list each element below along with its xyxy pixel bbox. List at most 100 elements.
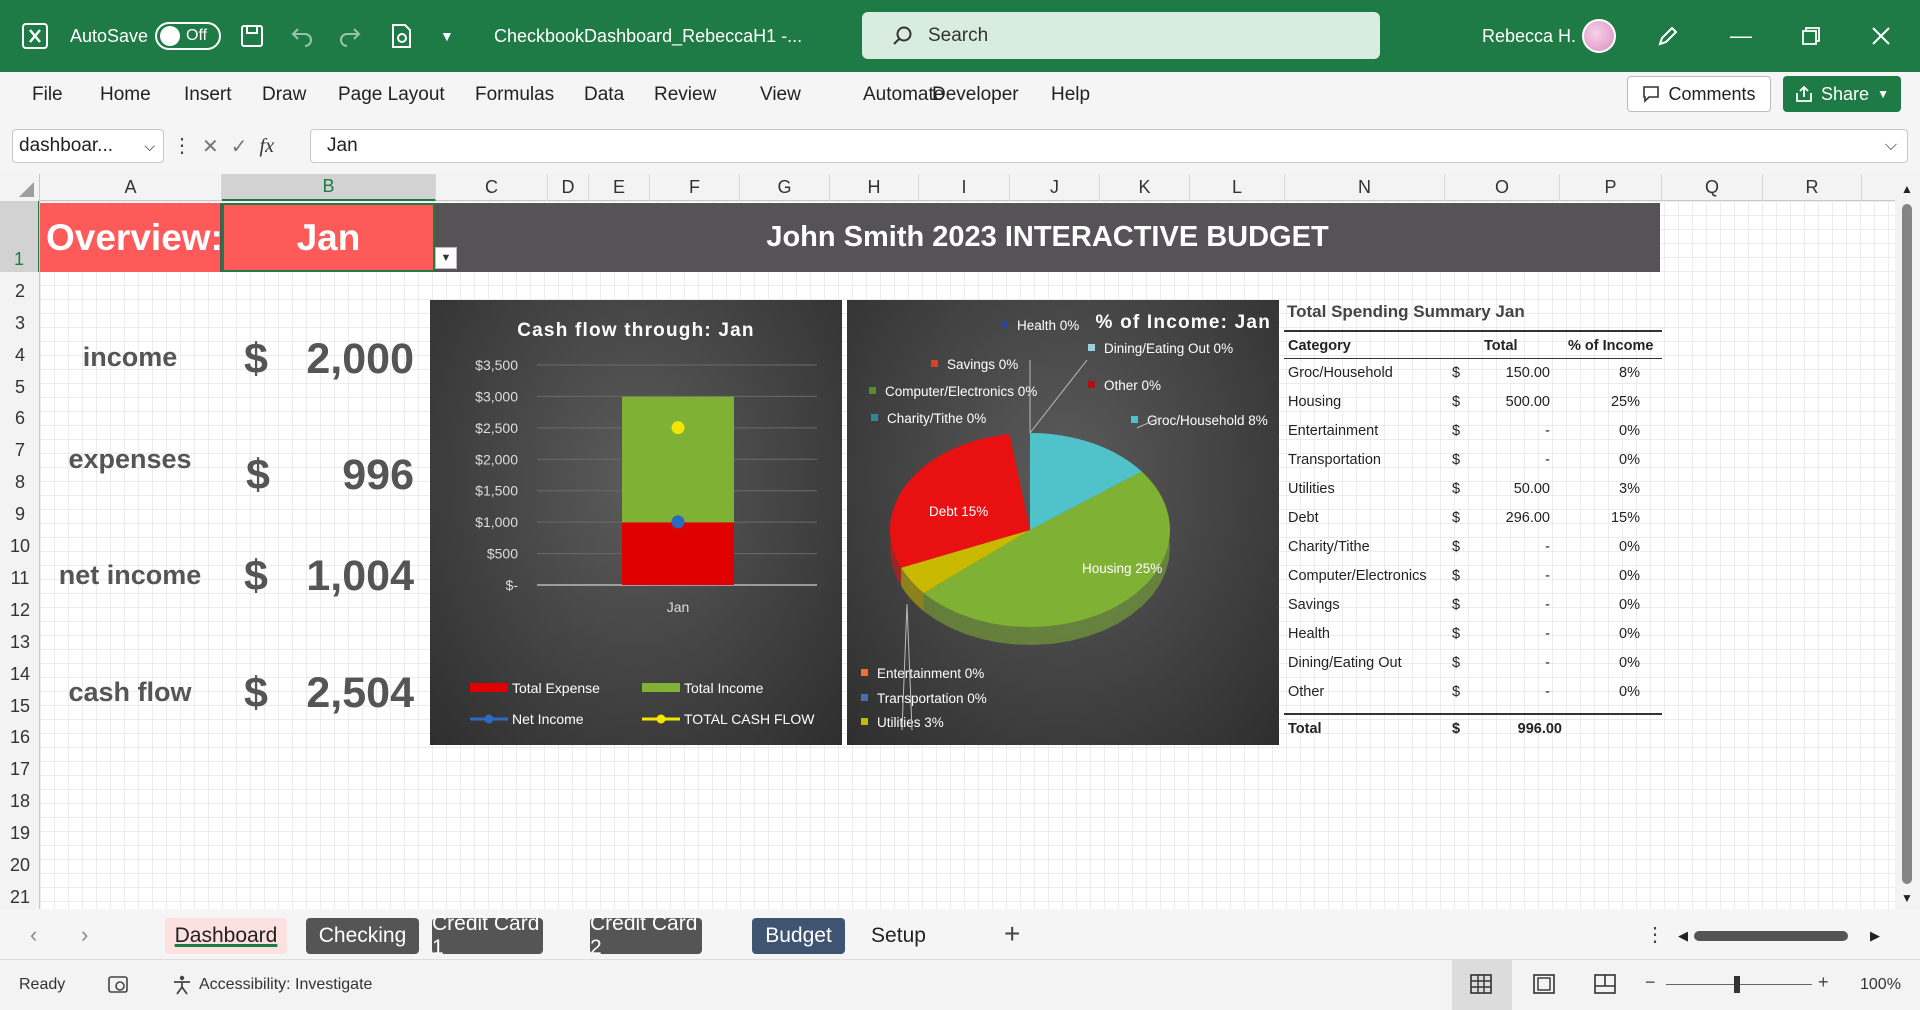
income-pie-chart[interactable]: % of Income: Jan Groc/Household 8% Housing… bbox=[847, 300, 1279, 745]
column-header-h[interactable]: H bbox=[830, 174, 919, 201]
pie-slice[interactable] bbox=[890, 434, 1030, 568]
sheet-tab-setup[interactable]: Setup bbox=[871, 924, 926, 947]
pie-slice[interactable] bbox=[1030, 433, 1142, 530]
autosave-toggle[interactable]: Off bbox=[155, 22, 221, 50]
close-icon[interactable] bbox=[1872, 0, 1890, 72]
enter-icon[interactable]: ✓ bbox=[230, 135, 248, 158]
scroll-left-icon[interactable]: ◀ bbox=[1678, 928, 1688, 943]
search-box[interactable]: Search bbox=[862, 12, 1380, 59]
user-name[interactable]: Rebecca H. bbox=[1482, 25, 1577, 46]
row-header-8[interactable]: 8 bbox=[14, 472, 25, 493]
chevron-down-icon[interactable]: ▼ bbox=[1877, 87, 1889, 101]
bar-total-income[interactable] bbox=[622, 396, 734, 523]
menu-item-automate[interactable]: Automate bbox=[863, 84, 945, 105]
column-header-c[interactable]: C bbox=[436, 174, 548, 201]
macro-recording-icon[interactable] bbox=[108, 974, 130, 999]
share-button[interactable]: Share ▼ bbox=[1783, 76, 1901, 112]
scroll-down-icon[interactable]: ▼ bbox=[1901, 891, 1913, 905]
menu-item-home[interactable]: Home bbox=[100, 84, 151, 105]
dropdown-arrow-icon[interactable]: ▼ bbox=[435, 247, 457, 269]
cash-flow-chart[interactable]: Cash flow through: Jan $3,500 $3,000 $2,500… bbox=[430, 300, 842, 745]
sheet-tab-credit-card-2[interactable]: Credit Card 2 bbox=[590, 912, 702, 959]
row-header-4[interactable]: 4 bbox=[14, 344, 25, 365]
column-header-d[interactable]: D bbox=[548, 174, 589, 201]
menu-item-view[interactable]: View bbox=[760, 84, 801, 105]
row-header-13[interactable]: 13 bbox=[9, 631, 31, 652]
scroll-tabs-right-icon[interactable]: › bbox=[81, 922, 89, 947]
cancel-icon[interactable]: ✕ bbox=[202, 135, 219, 158]
menu-item-formulas[interactable]: Formulas bbox=[475, 84, 555, 105]
point-net-income[interactable] bbox=[671, 515, 685, 529]
comments-button[interactable]: Comments bbox=[1627, 76, 1771, 112]
sheet-tab-credit-card-1[interactable]: Credit Card 1 bbox=[432, 912, 543, 959]
restore-icon[interactable] bbox=[1802, 0, 1820, 72]
print-preview-icon[interactable] bbox=[390, 0, 414, 72]
column-header-g[interactable]: G bbox=[740, 174, 830, 201]
worksheet-grid[interactable]: Overview: Jan ▼ John Smith 2023 INTERACT… bbox=[40, 201, 1895, 909]
column-header-e[interactable]: E bbox=[589, 174, 650, 201]
page-layout-view-icon[interactable] bbox=[1533, 974, 1555, 999]
menu-item-file[interactable]: File bbox=[32, 84, 63, 105]
insert-function-icon[interactable]: fx bbox=[259, 134, 274, 157]
zoom-in-icon[interactable]: + bbox=[1818, 972, 1829, 992]
undo-icon[interactable] bbox=[290, 0, 314, 72]
row-header-21[interactable]: 21 bbox=[9, 886, 31, 907]
sheet-tab-checking[interactable]: Checking bbox=[306, 918, 419, 954]
vertical-scroll-thumb[interactable] bbox=[1902, 204, 1912, 884]
column-header-q[interactable]: Q bbox=[1662, 174, 1763, 201]
bar-total-expense[interactable] bbox=[622, 522, 734, 585]
row-header-12[interactable]: 12 bbox=[9, 599, 31, 620]
column-header-f[interactable]: F bbox=[650, 174, 740, 201]
more-options-icon[interactable]: ⋮ bbox=[1645, 924, 1665, 946]
normal-view-button[interactable] bbox=[1452, 960, 1512, 1010]
pen-icon[interactable] bbox=[1656, 0, 1680, 72]
customize-toolbar-icon[interactable]: ▼ bbox=[440, 28, 454, 44]
menu-item-data[interactable]: Data bbox=[584, 84, 625, 105]
column-header-i[interactable]: I bbox=[919, 174, 1010, 201]
row-header-5[interactable]: 5 bbox=[14, 376, 25, 397]
chevron-down-icon[interactable]: ⌵ bbox=[144, 137, 155, 154]
column-header-a[interactable]: A bbox=[40, 174, 222, 201]
row-header-14[interactable]: 14 bbox=[9, 663, 31, 684]
column-header-n[interactable]: N bbox=[1285, 174, 1445, 201]
minimize-icon[interactable]: — bbox=[1730, 23, 1752, 48]
menu-item-page-layout[interactable]: Page Layout bbox=[338, 84, 445, 105]
expand-formula-bar-icon[interactable]: ⌵ bbox=[1884, 137, 1897, 154]
scroll-right-icon[interactable]: ▶ bbox=[1870, 928, 1880, 943]
column-header-o[interactable]: O bbox=[1445, 174, 1560, 201]
sheet-tab-dashboard[interactable]: Dashboard bbox=[165, 918, 287, 954]
add-sheet-icon[interactable]: + bbox=[1004, 918, 1021, 949]
accessibility-icon[interactable] bbox=[172, 975, 192, 1000]
row-header-17[interactable]: 17 bbox=[9, 759, 31, 780]
month-selector-cell[interactable]: Jan bbox=[222, 203, 435, 272]
menu-item-developer[interactable]: Developer bbox=[932, 84, 1019, 105]
row-header-2[interactable]: 2 bbox=[14, 280, 25, 301]
pie-slice[interactable] bbox=[901, 530, 1030, 594]
select-all-corner[interactable] bbox=[0, 174, 40, 201]
menu-item-draw[interactable]: Draw bbox=[262, 84, 307, 105]
excel-icon[interactable] bbox=[22, 0, 48, 72]
row-header-18[interactable]: 18 bbox=[9, 791, 31, 812]
row-header-11[interactable]: 11 bbox=[10, 567, 30, 588]
row-header-6[interactable]: 6 bbox=[14, 408, 25, 429]
row-header-3[interactable]: 3 bbox=[14, 312, 25, 333]
row-header-1[interactable]: 1 bbox=[0, 201, 39, 272]
row-header-7[interactable]: 7 bbox=[14, 440, 25, 461]
zoom-out-icon[interactable]: − bbox=[1645, 972, 1656, 992]
row-header-20[interactable]: 20 bbox=[9, 855, 31, 876]
formula-input[interactable]: Jan ⌵ bbox=[310, 129, 1908, 163]
page-break-preview-icon[interactable] bbox=[1594, 974, 1616, 999]
row-header-16[interactable]: 16 bbox=[9, 727, 31, 748]
scroll-tabs-left-icon[interactable]: ‹ bbox=[30, 922, 38, 947]
avatar[interactable] bbox=[1582, 0, 1616, 72]
menu-item-help[interactable]: Help bbox=[1051, 84, 1091, 105]
column-header-l[interactable]: L bbox=[1190, 174, 1285, 201]
name-box[interactable]: dashboar... ⌵ bbox=[12, 129, 164, 163]
zoom-slider-thumb[interactable] bbox=[1734, 976, 1740, 993]
column-header-j[interactable]: J bbox=[1010, 174, 1100, 201]
horizontal-scroll-thumb[interactable] bbox=[1694, 931, 1848, 941]
pie-slice[interactable] bbox=[923, 471, 1170, 627]
accessibility-status[interactable]: Accessibility: Investigate bbox=[199, 976, 373, 993]
menu-item-review[interactable]: Review bbox=[654, 84, 717, 105]
scroll-up-icon[interactable]: ▲ bbox=[1901, 182, 1913, 196]
